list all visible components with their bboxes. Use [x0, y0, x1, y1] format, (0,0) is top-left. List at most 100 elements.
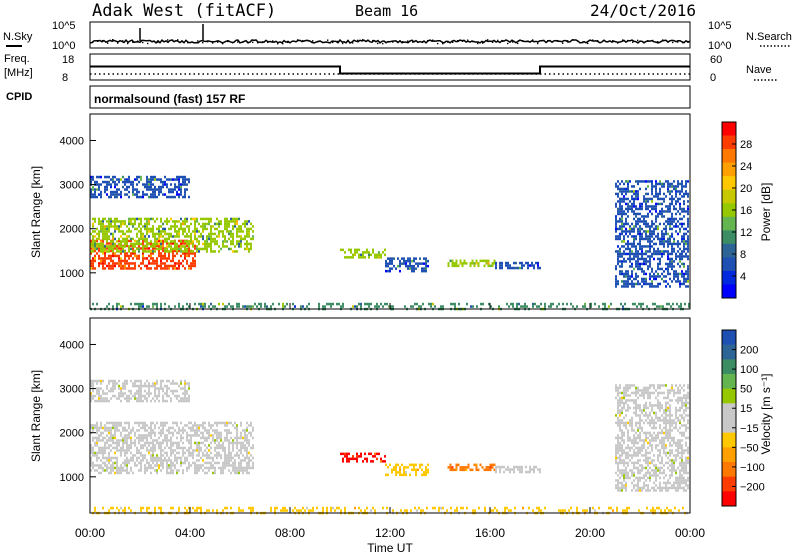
echo-cell	[178, 394, 180, 398]
echo-cell	[635, 446, 637, 450]
echo-cell	[126, 185, 128, 189]
echo-cell	[124, 459, 126, 462]
echo-cell	[663, 240, 665, 243]
echo-cell	[461, 468, 464, 472]
echo-cell	[651, 384, 653, 387]
echo-cell	[415, 267, 417, 270]
echo-cell	[128, 245, 130, 248]
echo-cell	[176, 436, 178, 440]
echo-cell	[350, 256, 352, 259]
echo-cell	[489, 468, 492, 472]
echo-cell	[688, 302, 690, 306]
echo-cell	[114, 252, 116, 255]
echo-cell	[621, 225, 623, 228]
echo-cell	[625, 384, 627, 387]
echo-cell	[629, 454, 631, 457]
echo-cell	[172, 444, 174, 447]
echo-cell	[683, 185, 685, 188]
echo-cell	[418, 305, 420, 308]
echo-cell	[130, 267, 132, 270]
echo-cell	[126, 235, 128, 238]
echo-cell	[617, 185, 619, 188]
echo-cell	[90, 232, 92, 236]
echo-cell	[653, 454, 655, 457]
echo-cell	[413, 269, 415, 273]
echo-cell	[679, 182, 681, 186]
echo-cell	[106, 188, 108, 191]
echo-cell	[677, 182, 679, 186]
echo-cell	[92, 217, 94, 221]
echo-cell	[202, 421, 204, 425]
echo-cell	[122, 384, 124, 388]
echo-cell	[166, 439, 168, 442]
echo-cell	[120, 230, 122, 233]
echo-cell	[114, 254, 116, 258]
echo-cell	[162, 399, 164, 403]
echo-cell	[481, 259, 484, 263]
echo-cell	[166, 183, 168, 186]
echo-cell	[132, 193, 134, 196]
echo-cell	[651, 426, 653, 430]
echo-cell	[162, 466, 164, 470]
echo-cell	[673, 391, 675, 395]
echo-cell	[665, 454, 667, 457]
echo-cell	[222, 466, 224, 470]
echo-cell	[220, 446, 222, 450]
echo-cell	[160, 242, 162, 246]
echo-cell	[142, 394, 144, 398]
echo-cell	[631, 481, 633, 485]
echo-cell	[110, 242, 112, 245]
echo-cell	[677, 446, 679, 450]
echo-cell	[380, 460, 382, 463]
echo-cell	[653, 230, 655, 233]
echo-cell	[92, 429, 94, 432]
echo-cell	[166, 392, 168, 395]
echo-cell	[629, 232, 631, 236]
echo-cell	[106, 434, 108, 437]
echo-cell	[639, 252, 641, 256]
echo-cell	[148, 247, 150, 250]
echo-cell	[617, 192, 619, 196]
echo-cell	[178, 220, 180, 223]
echo-cell	[226, 240, 228, 243]
echo-cell	[126, 441, 128, 445]
echo-cell	[615, 421, 617, 425]
echo-cell	[623, 471, 625, 475]
echo-cell	[252, 429, 254, 432]
echo-cell	[318, 302, 320, 306]
echo-cell	[180, 382, 182, 385]
echo-cell	[653, 411, 655, 415]
echo-cell	[168, 252, 170, 255]
echo-cell	[633, 200, 635, 203]
echo-cell	[370, 302, 372, 306]
echo-cell	[116, 421, 118, 425]
echo-cell	[651, 267, 653, 271]
echo-cell	[643, 444, 645, 447]
echo-cell	[647, 212, 649, 216]
echo-cell	[152, 302, 154, 306]
echo-cell	[222, 230, 224, 233]
echo-cell	[198, 429, 200, 432]
echo-cell	[673, 247, 675, 251]
echo-cell	[144, 222, 146, 226]
noise-search-dot	[162, 40, 164, 42]
echo-cell	[156, 244, 158, 248]
echo-cell	[625, 414, 627, 417]
echo-cell	[94, 190, 96, 194]
echo-cell	[683, 255, 685, 258]
echo-cell	[661, 215, 663, 218]
echo-cell	[517, 266, 519, 270]
echo-cell	[112, 394, 114, 398]
echo-cell	[120, 449, 122, 452]
echo-cell	[623, 212, 625, 216]
echo-cell	[130, 217, 132, 221]
echo-cell	[667, 436, 669, 440]
echo-cell	[182, 429, 184, 432]
echo-cell	[100, 230, 102, 233]
echo-cell	[413, 468, 415, 472]
echo-cell	[659, 451, 661, 455]
echo-cell	[114, 262, 116, 265]
echo-cell	[677, 486, 679, 490]
echo-cell	[110, 178, 112, 181]
echo-cell	[148, 195, 150, 199]
